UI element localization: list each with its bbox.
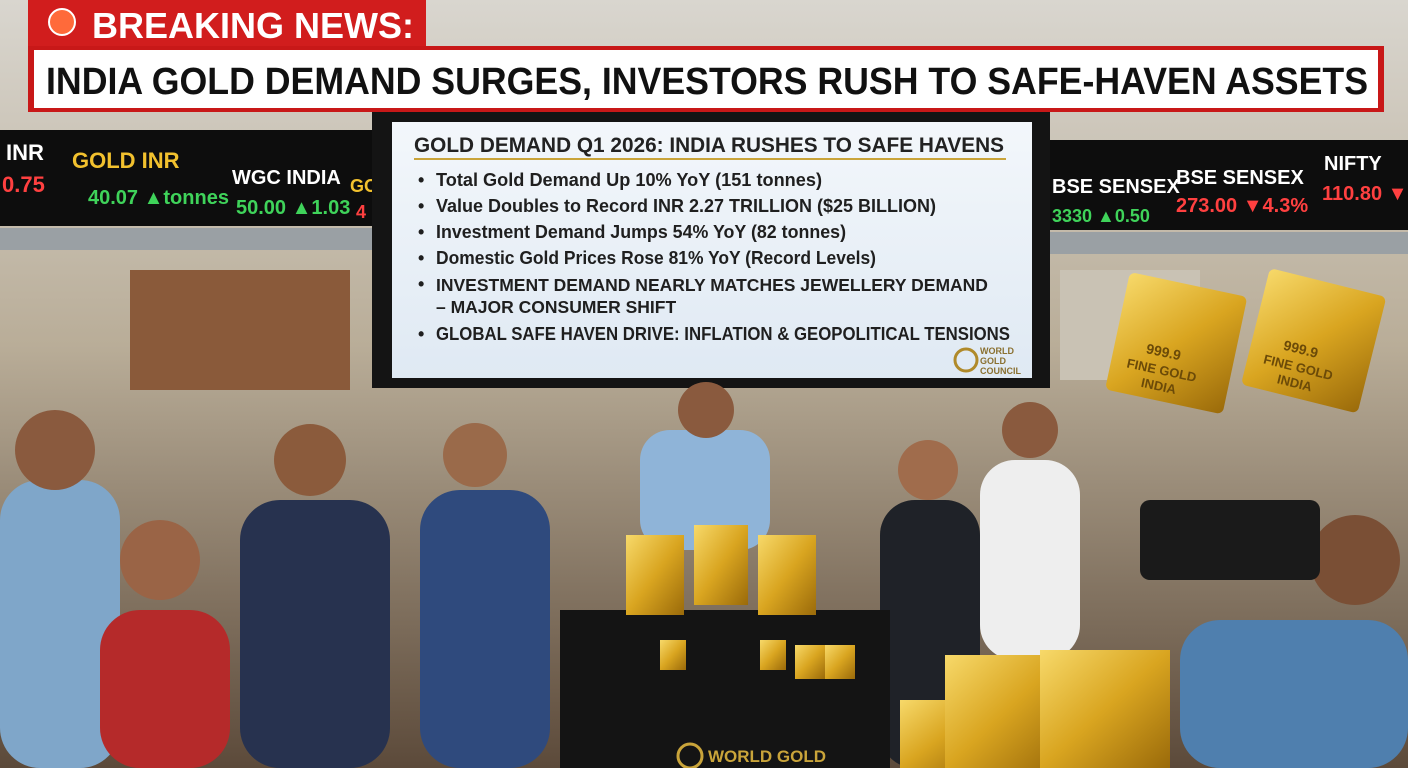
bullet-dot: • <box>418 274 424 294</box>
gold-bar: 999.9 FINE GOLD INDIA <box>1242 269 1386 413</box>
headline: INDIA GOLD DEMAND SURGES, INVESTORS RUSH… <box>46 61 1368 103</box>
ticker-quote: 4 <box>356 202 366 222</box>
guard <box>640 430 770 550</box>
screen-title: GOLD DEMAND Q1 2026: INDIA RUSHES TO SAF… <box>414 134 1004 157</box>
gold-bar-small <box>825 645 855 679</box>
bullet: Domestic Gold Prices Rose 81% YoY (Recor… <box>436 248 876 268</box>
ticker-name: GO <box>350 176 378 196</box>
bullet-dot: • <box>418 170 424 190</box>
gold-bar: 999.9 FINE GOLD INDIA <box>1106 273 1247 414</box>
breaking-label-bg <box>28 0 426 48</box>
headline-bg <box>34 50 1378 108</box>
bullet: Investment Demand Jumps 54% YoY (82 tonn… <box>436 222 846 242</box>
gold-bar-body <box>1040 650 1170 768</box>
ticker-name: BSE SENSEX <box>1176 167 1304 189</box>
guard <box>678 382 734 438</box>
logo-wrap: WORLD GOLD COUNCIL <box>980 346 1021 376</box>
right-ticker: BSE SENSEX 3330 ▲0.50 BSE SENSEX 273.00 … <box>1052 153 1407 226</box>
ticker-quote: 110.80 ▼ <box>1322 183 1407 205</box>
ticker-board <box>0 130 372 226</box>
ticker-name: WGC INDIA <box>232 167 341 189</box>
title-rule <box>414 158 1006 160</box>
screen <box>392 122 1032 378</box>
screen-logo: WORLD GOLD COUNCIL <box>980 346 1021 376</box>
bullet: Total Gold Demand Up 10% YoY (151 tonnes… <box>436 170 822 190</box>
gold-bar-body <box>1106 273 1247 414</box>
bullet-wrap: INVESTMENT DEMAND NEARLY MATCHES JEWELLE… <box>436 275 988 317</box>
ticker-board <box>1050 140 1408 230</box>
vent <box>0 228 372 250</box>
person <box>240 500 390 768</box>
ticker-name: GOLD INR <box>72 148 180 173</box>
bullet-dot: • <box>418 222 424 242</box>
ticker-name: BSE SENSEX <box>1052 176 1180 198</box>
vent <box>1050 232 1408 254</box>
ticker-quote: 273.00 ▼4.3% <box>1176 195 1308 217</box>
person <box>15 410 95 490</box>
person <box>420 490 550 768</box>
ticker-quote: 0.75 <box>2 172 45 197</box>
wall-panel <box>130 270 350 390</box>
bullet-list: • Total Gold Demand Up 10% YoY (151 tonne… <box>418 170 1010 344</box>
bullet-dot: • <box>418 324 424 344</box>
camera <box>1140 500 1320 580</box>
breaking-label: BREAKING NEWS: <box>92 5 414 46</box>
left-ticker: INR 0.75 GOLD INR 40.07 ▲tonnes WGC INDI… <box>2 140 378 222</box>
person <box>1180 620 1408 768</box>
bullet: Value Doubles to Record INR 2.27 TRILLIO… <box>436 196 936 216</box>
logo-mark <box>953 347 979 373</box>
person <box>980 460 1080 660</box>
gold-bar-small <box>660 640 686 670</box>
person <box>274 424 346 496</box>
person <box>100 610 230 768</box>
gold-bar-small <box>795 645 825 679</box>
gold-bar-small <box>760 640 786 670</box>
bullet: GLOBAL SAFE HAVEN DRIVE: INFLATION & GEO… <box>436 324 1010 344</box>
person <box>443 423 507 487</box>
bullet-dot: • <box>418 248 424 268</box>
ticker-quote: 40.07 ▲tonnes <box>88 187 229 209</box>
ticker-name: NIFTY <box>1324 153 1382 175</box>
ticker-name: INR <box>6 140 44 165</box>
gold-purity: 999.9 <box>1145 340 1183 363</box>
person <box>120 520 200 600</box>
person <box>0 480 120 768</box>
table <box>560 610 890 768</box>
person <box>1002 402 1058 458</box>
gold-box <box>758 535 816 615</box>
ticker-quote: 3330 ▲0.50 <box>1052 206 1150 226</box>
gold-display <box>626 525 855 679</box>
ticker-quote: 50.00 ▲1.03 <box>236 197 350 219</box>
gold-box <box>694 525 748 605</box>
siren-icon <box>48 8 76 36</box>
person <box>898 440 958 500</box>
gold-country: INDIA <box>1140 375 1178 397</box>
gold-box <box>626 535 684 615</box>
table-logo: WORLD GOLD <box>708 747 826 766</box>
bullet-dot: • <box>418 196 424 216</box>
logo-mark <box>676 742 704 768</box>
gold-bar-body <box>1242 269 1386 413</box>
bullet: INVESTMENT DEMAND NEARLY MATCHES JEWELLE… <box>436 275 988 317</box>
person <box>1310 515 1400 605</box>
gold-pile <box>900 650 1170 768</box>
